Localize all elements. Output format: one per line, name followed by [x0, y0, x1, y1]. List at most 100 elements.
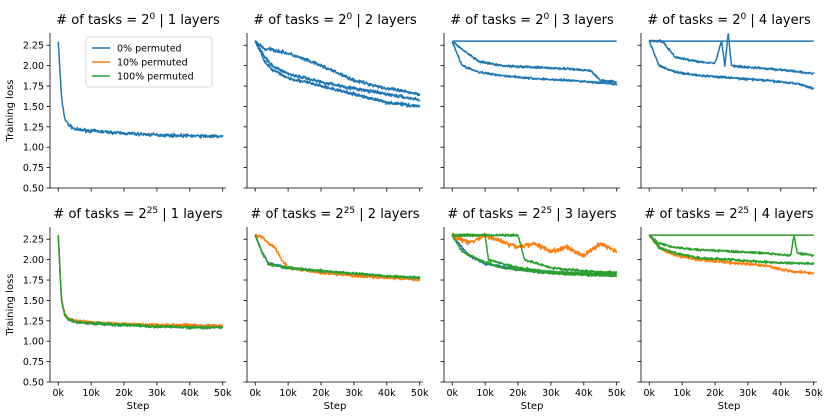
panel-title: # of tasks = 225 | 1 layers	[53, 206, 222, 222]
series-line-0-permuted-0	[254, 40, 421, 97]
panel-title-suffix: | 3 layers	[552, 207, 617, 222]
x-tick-label: 10k	[279, 388, 297, 399]
panel-title-prefix: # of tasks = 2	[647, 13, 740, 28]
series-line-100-permuted-4	[451, 234, 618, 278]
series-line-0-permuted-1	[254, 41, 421, 102]
x-tick-label: 40k	[772, 388, 790, 399]
panel-title-prefix: # of tasks = 2	[250, 207, 343, 222]
panel-title-prefix: # of tasks = 2	[450, 13, 543, 28]
x-tick-label: 30k	[542, 388, 560, 399]
panel-title-exponent: 0	[347, 12, 353, 22]
y-tick-label: 1.00	[23, 337, 44, 348]
panel-2-1: # of tasks = 225 | 1 layers 0.50 0.75 1.00 1…	[5, 206, 232, 412]
x-axis-label: Step	[718, 401, 741, 412]
y-axis-label: Training loss	[5, 274, 16, 337]
y-tick-label: 2.00	[23, 61, 44, 72]
panel-title-exponent: 25	[541, 206, 552, 216]
series-line-100-permuted-2	[254, 234, 421, 280]
series-line-10-permuted-1	[451, 232, 618, 258]
panel-1-1: # of tasks = 20 | 1 layers 0.50 0.75 1.00 1.…	[5, 12, 226, 195]
y-tick-label: 1.50	[23, 102, 44, 113]
panel-title-suffix: | 4 layers	[746, 13, 811, 28]
x-tick-label: 50k	[608, 388, 626, 399]
x-axis-label: Step	[521, 401, 544, 412]
panel-title-prefix: # of tasks = 2	[447, 207, 540, 222]
panel-1-4: # of tasks = 20 | 4 layers	[637, 12, 817, 192]
panel-title-suffix: | 1 layers	[155, 13, 220, 28]
y-tick-label: 0.75	[23, 357, 44, 368]
y-tick-label: 1.25	[23, 316, 44, 327]
x-tick-label: 40k	[575, 388, 593, 399]
x-axis-label: Step	[324, 401, 347, 412]
series-line-0-permuted-1	[451, 40, 618, 84]
x-tick-label: 0k	[643, 388, 655, 399]
series-line-10-permuted-1	[254, 233, 421, 282]
series-line-100-permuted-3	[648, 234, 815, 258]
series-line-100-permuted-2	[648, 234, 815, 266]
panel-title: # of tasks = 20 | 4 layers	[647, 12, 811, 28]
x-tick-label: 0k	[446, 388, 458, 399]
panel-2-4: # of tasks = 225 | 4 layers 0k 10k 20k 30k 40…	[637, 206, 823, 412]
x-tick-label: 20k	[509, 388, 527, 399]
x-tick-label: 30k	[739, 388, 757, 399]
y-tick-label: 1.50	[23, 296, 44, 307]
series-line-0-permuted-2	[254, 40, 421, 108]
panel-title-prefix: # of tasks = 2	[53, 207, 146, 222]
series-line-10-permuted-1	[648, 234, 815, 275]
x-tick-label: 10k	[476, 388, 494, 399]
panel-title-suffix: | 2 layers	[352, 13, 417, 28]
panel-title-exponent: 0	[741, 12, 747, 22]
x-tick-label: 0k	[52, 388, 64, 399]
x-tick-label: 50k	[214, 388, 232, 399]
legend: 0% permuted 10% permuted 100% permuted	[85, 36, 213, 88]
x-tick-label: 20k	[312, 388, 330, 399]
panel-2-3: # of tasks = 225 | 3 layers 0k 10k 20k 30k 40…	[440, 206, 626, 412]
y-tick-label: 2.00	[23, 255, 44, 266]
panel-title-prefix: # of tasks = 2	[253, 13, 346, 28]
panel-title: # of tasks = 20 | 3 layers	[450, 12, 614, 28]
x-tick-label: 10k	[82, 388, 100, 399]
series-line-0-permuted-0	[57, 235, 224, 330]
legend-box	[85, 36, 213, 88]
legend-label: 0% permuted	[117, 44, 182, 55]
panel-title-prefix: # of tasks = 2	[644, 207, 737, 222]
x-tick-label: 30k	[148, 388, 166, 399]
y-tick-label: 2.25	[23, 235, 44, 246]
y-tick-label: 0.50	[23, 378, 44, 389]
legend-label: 10% permuted	[117, 58, 188, 69]
y-tick-label: 2.25	[23, 41, 44, 52]
panel-title-suffix: | 3 layers	[549, 13, 614, 28]
panel-1-3: # of tasks = 20 | 3 layers	[440, 12, 620, 192]
y-tick-label: 0.75	[23, 163, 44, 174]
x-tick-label: 50k	[411, 388, 429, 399]
panel-title-suffix: | 2 layers	[355, 207, 420, 222]
panel-title: # of tasks = 20 | 1 layers	[56, 12, 220, 28]
x-tick-label: 50k	[805, 388, 823, 399]
x-tick-label: 20k	[706, 388, 724, 399]
y-tick-label: 1.25	[23, 122, 44, 133]
y-tick-label: 1.00	[23, 143, 44, 154]
panel-title: # of tasks = 225 | 3 layers	[447, 206, 616, 222]
x-tick-label: 20k	[115, 388, 133, 399]
panel-title-suffix: | 4 layers	[749, 207, 814, 222]
x-tick-label: 30k	[345, 388, 363, 399]
panel-title: # of tasks = 225 | 2 layers	[250, 206, 419, 222]
y-tick-label: 0.50	[23, 184, 44, 195]
panel-title-exponent: 0	[150, 12, 156, 22]
x-axis-label: Step	[127, 401, 150, 412]
y-tick-label: 1.75	[23, 82, 44, 93]
panel-title: # of tasks = 20 | 2 layers	[253, 12, 417, 28]
panel-title-prefix: # of tasks = 2	[56, 13, 149, 28]
series-line-100-permuted-3	[451, 233, 618, 275]
series-line-0-permuted-1	[648, 33, 815, 75]
panel-title-exponent: 25	[344, 206, 355, 216]
series-line-0-permuted-0	[57, 41, 224, 139]
x-tick-label: 10k	[673, 388, 691, 399]
panel-title-exponent: 25	[738, 206, 749, 216]
x-tick-label: 0k	[249, 388, 261, 399]
x-tick-label: 40k	[378, 388, 396, 399]
panel-title-exponent: 25	[147, 206, 158, 216]
x-tick-label: 40k	[181, 388, 199, 399]
series-line-100-permuted-2	[57, 234, 224, 330]
